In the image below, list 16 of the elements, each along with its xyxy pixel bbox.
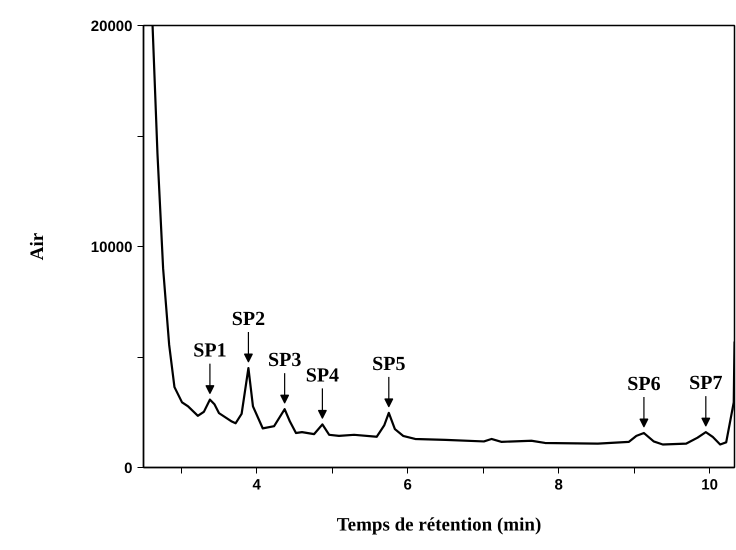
y-tick-label: 10000 [90,239,133,256]
x-axis-title: Temps de rétention (min) [336,514,542,536]
annotation: SP7 [689,372,722,394]
annotation: SP1 [193,340,227,362]
y-axis-title: Air [26,232,48,260]
annotation: SP6 [627,373,661,396]
x-tick-label: 8 [554,476,563,494]
x-tick-label: 10 [701,476,718,494]
x-tick-label: 6 [404,476,412,494]
annotation: SP2 [232,308,266,330]
y-tick-label: 0 [124,460,132,477]
x-tick-label: 4 [252,476,262,494]
annotation: SP5 [372,352,406,375]
annotation: SP4 [306,364,340,386]
annotation: SP3 [268,349,302,372]
y-tick-label: 20000 [90,18,133,35]
